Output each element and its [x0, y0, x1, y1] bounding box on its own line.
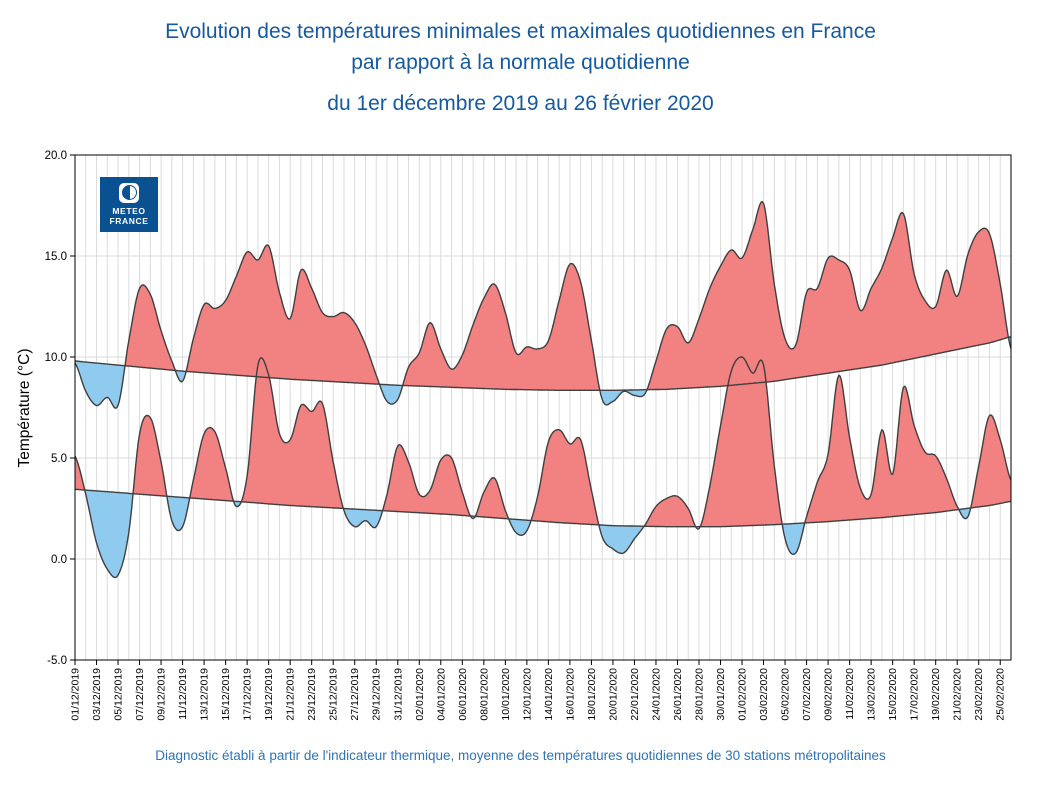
x-tick-label: 04/01/2020 [435, 668, 447, 721]
x-tick-label: 07/02/2020 [801, 668, 813, 721]
x-tick-label: 08/01/2020 [478, 668, 490, 721]
grid [75, 155, 1011, 660]
temperature-curves [74, 200, 1012, 579]
x-tick-label: 23/02/2020 [973, 668, 985, 721]
x-tick-label: 11/12/2019 [177, 668, 189, 720]
x-tick-label: 25/12/2019 [328, 668, 340, 721]
meteo-france-circle-glyph [121, 185, 137, 201]
x-tick-label: 19/12/2019 [263, 668, 275, 721]
x-tick-label: 27/12/2019 [349, 668, 361, 721]
x-tick-label: 30/01/2020 [715, 668, 727, 721]
x-tick-label: 25/02/2020 [995, 668, 1007, 721]
meteo-france-logo: METEO FRANCE [100, 177, 158, 232]
x-tick-label: 29/12/2019 [371, 668, 383, 721]
x-tick-label: 21/12/2019 [285, 668, 297, 721]
x-tick-label: 22/01/2020 [629, 668, 641, 721]
x-tick-label: 20/01/2020 [607, 668, 619, 721]
chart-title-line1: Evolution des températures minimales et … [165, 20, 876, 43]
x-tick-label: 13/02/2020 [866, 668, 878, 721]
x-tick-label: 24/01/2020 [650, 668, 662, 721]
x-tick-label: 21/02/2020 [952, 668, 964, 721]
x-tick-label: 18/01/2020 [586, 668, 598, 721]
tmax-normale-curve [74, 336, 1012, 391]
x-tick-label: 03/12/2019 [91, 668, 103, 721]
x-tick-label: 15/12/2019 [220, 668, 232, 721]
x-tick-label: 11/02/2020 [844, 668, 856, 720]
x-tick-label: 16/01/2020 [564, 668, 576, 721]
x-tick-label: 17/12/2019 [242, 668, 254, 721]
x-tick-label: 28/01/2020 [694, 668, 706, 721]
logo-word-france: FRANCE [109, 216, 149, 226]
chart-title-line2: par rapport à la normale quotidienne [351, 51, 690, 74]
x-tick-labels: 01/12/2019 03/12/2019 05/12/2019 07/12/2019… [70, 668, 1007, 721]
x-tick-label: 13/12/2019 [199, 668, 211, 721]
x-tick-label: 17/02/2020 [909, 668, 921, 721]
meteo-france-icon [119, 182, 139, 203]
tmin-normale-curve [74, 488, 1012, 528]
x-tick-label: 01/12/2019 [70, 668, 82, 721]
y-tick-label: 20.0 [45, 150, 67, 162]
chart-title: Evolution des températures minimales et … [0, 16, 1041, 78]
x-tick-label: 06/01/2020 [457, 668, 469, 721]
y-tick-label: 5.0 [51, 453, 67, 465]
y-tick-label: -5.0 [47, 655, 67, 667]
x-tick-label: 03/02/2020 [758, 668, 770, 721]
x-tick-label: 07/12/2019 [134, 668, 146, 721]
x-tick-label: 01/02/2020 [737, 668, 749, 721]
axes [70, 154, 1012, 665]
x-tick-label: 09/12/2019 [156, 668, 168, 721]
x-tick-label: 05/12/2019 [113, 668, 125, 721]
y-tick-label: 15.0 [45, 251, 67, 263]
x-tick-label: 02/01/2020 [414, 668, 426, 721]
y-tick-label: 0.0 [51, 554, 67, 566]
x-tick-label: 26/01/2020 [672, 668, 684, 721]
y-axis-title: Température (°C) [16, 348, 33, 467]
x-tick-label: 12/01/2020 [521, 668, 533, 721]
x-tick-label: 31/12/2019 [392, 668, 404, 721]
y-tick-labels: 20.0 15.0 10.0 5.0 0.0 -5.0 [45, 150, 67, 667]
tmin-curve [74, 356, 1012, 579]
tmax-curve [74, 200, 1012, 409]
x-tick-label: 15/02/2020 [887, 668, 899, 721]
chart-subtitle: du 1er décembre 2019 au 26 février 2020 [327, 92, 714, 115]
y-axis-label: Température (°C) [16, 348, 33, 467]
x-tick-label: 05/02/2020 [780, 668, 792, 721]
x-tick-label: 23/12/2019 [306, 668, 318, 721]
x-tick-label: 10/01/2020 [500, 668, 512, 721]
logo-word-meteo: METEO [112, 205, 146, 216]
source-caption: Diagnostic établi à partir de l'indicate… [155, 748, 886, 763]
x-tick-label: 19/02/2020 [930, 668, 942, 721]
y-tick-label: 10.0 [45, 352, 67, 364]
x-tick-label: 09/02/2020 [823, 668, 835, 721]
x-tick-label: 14/01/2020 [543, 668, 555, 721]
fill-above-normal [75, 201, 1011, 527]
meteo-france-logo-text: METEO FRANCE [109, 206, 148, 226]
